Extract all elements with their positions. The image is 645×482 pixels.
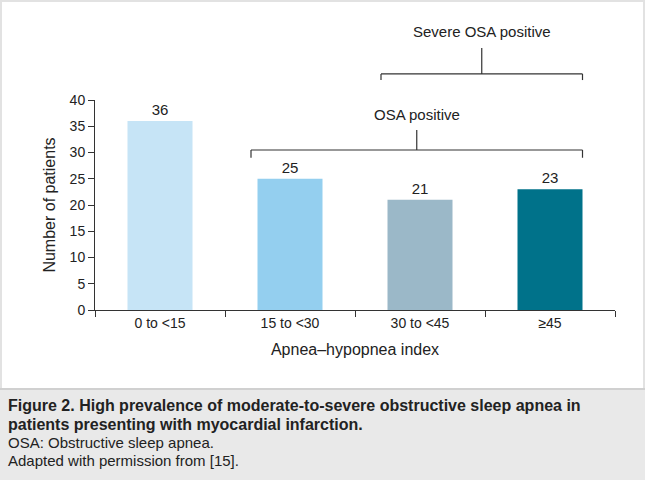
svg-text:25: 25: [70, 171, 86, 187]
html-text:OSA: Obstructive sleep apnea.: OSA: Obstructive sleep apnea.: [8, 434, 214, 451]
svg-text:30 to <45: 30 to <45: [391, 315, 450, 331]
svg-text:35: 35: [70, 118, 86, 134]
svg-text:40: 40: [70, 92, 86, 108]
svg-text:5: 5: [77, 276, 85, 292]
html-text:Adapted with permission from [: Adapted with permission from [15].: [8, 452, 239, 469]
svg-text:36: 36: [152, 101, 169, 118]
html-text:Figure 2. High prevalence of m: Figure 2. High prevalence of moderate-to…: [8, 397, 581, 433]
svg-text:OSA positive: OSA positive: [374, 106, 460, 123]
svg-text:15: 15: [70, 223, 86, 239]
svg-text:Severe OSA positive: Severe OSA positive: [413, 23, 551, 40]
svg-text:0: 0: [77, 302, 85, 318]
svg-text:15 to <30: 15 to <30: [261, 315, 320, 331]
svg-text:20: 20: [70, 197, 86, 213]
svg-text:30: 30: [70, 144, 86, 160]
svg-text:Apnea–hypopnea index: Apnea–hypopnea index: [271, 341, 439, 358]
svg-text:≥45: ≥45: [538, 315, 561, 331]
svg-text:23: 23: [542, 169, 559, 186]
svg-text:0 to <15: 0 to <15: [135, 315, 186, 331]
svg-text:10: 10: [70, 249, 86, 265]
svg-text:Number of patients: Number of patients: [41, 137, 58, 272]
svg-text:21: 21: [412, 180, 429, 197]
svg-text:25: 25: [282, 159, 299, 176]
